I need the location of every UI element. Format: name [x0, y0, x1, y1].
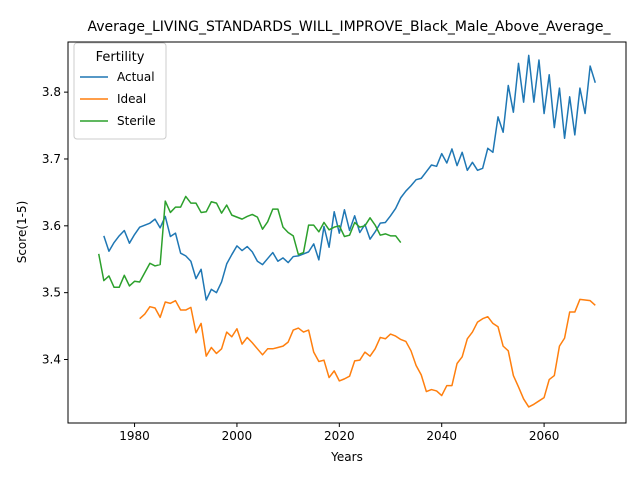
series-line-actual	[103, 54, 596, 301]
y-tick-label: 3.8	[42, 85, 61, 99]
y-axis: 3.4 3.5 3.6 3.7 3.8	[42, 85, 68, 367]
x-tick-label: 2040	[426, 429, 457, 443]
x-tick-label: 2060	[529, 429, 560, 443]
legend-label-actual: Actual	[117, 70, 155, 84]
plot-lines	[97, 54, 596, 408]
y-tick-label: 3.6	[42, 219, 61, 233]
y-axis-label: Score(1-5)	[15, 201, 29, 264]
x-tick-label: 2000	[222, 429, 253, 443]
y-tick-label: 3.7	[42, 152, 61, 166]
y-tick-label: 3.5	[42, 286, 61, 300]
legend-label-sterile: Sterile	[117, 114, 156, 128]
legend-title: Fertility	[96, 50, 145, 65]
series-line-sterile	[97, 195, 402, 289]
legend-box	[73, 42, 167, 140]
x-tick-label: 1980	[119, 429, 150, 443]
x-axis-label: Years	[330, 450, 363, 464]
x-axis: 1980 2000 2020 2040 2060	[119, 423, 559, 443]
plot-area-frame	[67, 41, 627, 424]
chart-title: Average_LIVING_STANDARDS_WILL_IMPROVE_Bl…	[88, 19, 612, 35]
x-tick-label: 2020	[324, 429, 355, 443]
legend-items: Actual Ideal Sterile	[80, 70, 156, 128]
y-tick-label: 3.4	[42, 353, 61, 367]
legend-label-ideal: Ideal	[117, 92, 146, 106]
series-line-ideal	[139, 298, 596, 408]
legend: Fertility Actual Ideal Sterile	[73, 42, 167, 140]
